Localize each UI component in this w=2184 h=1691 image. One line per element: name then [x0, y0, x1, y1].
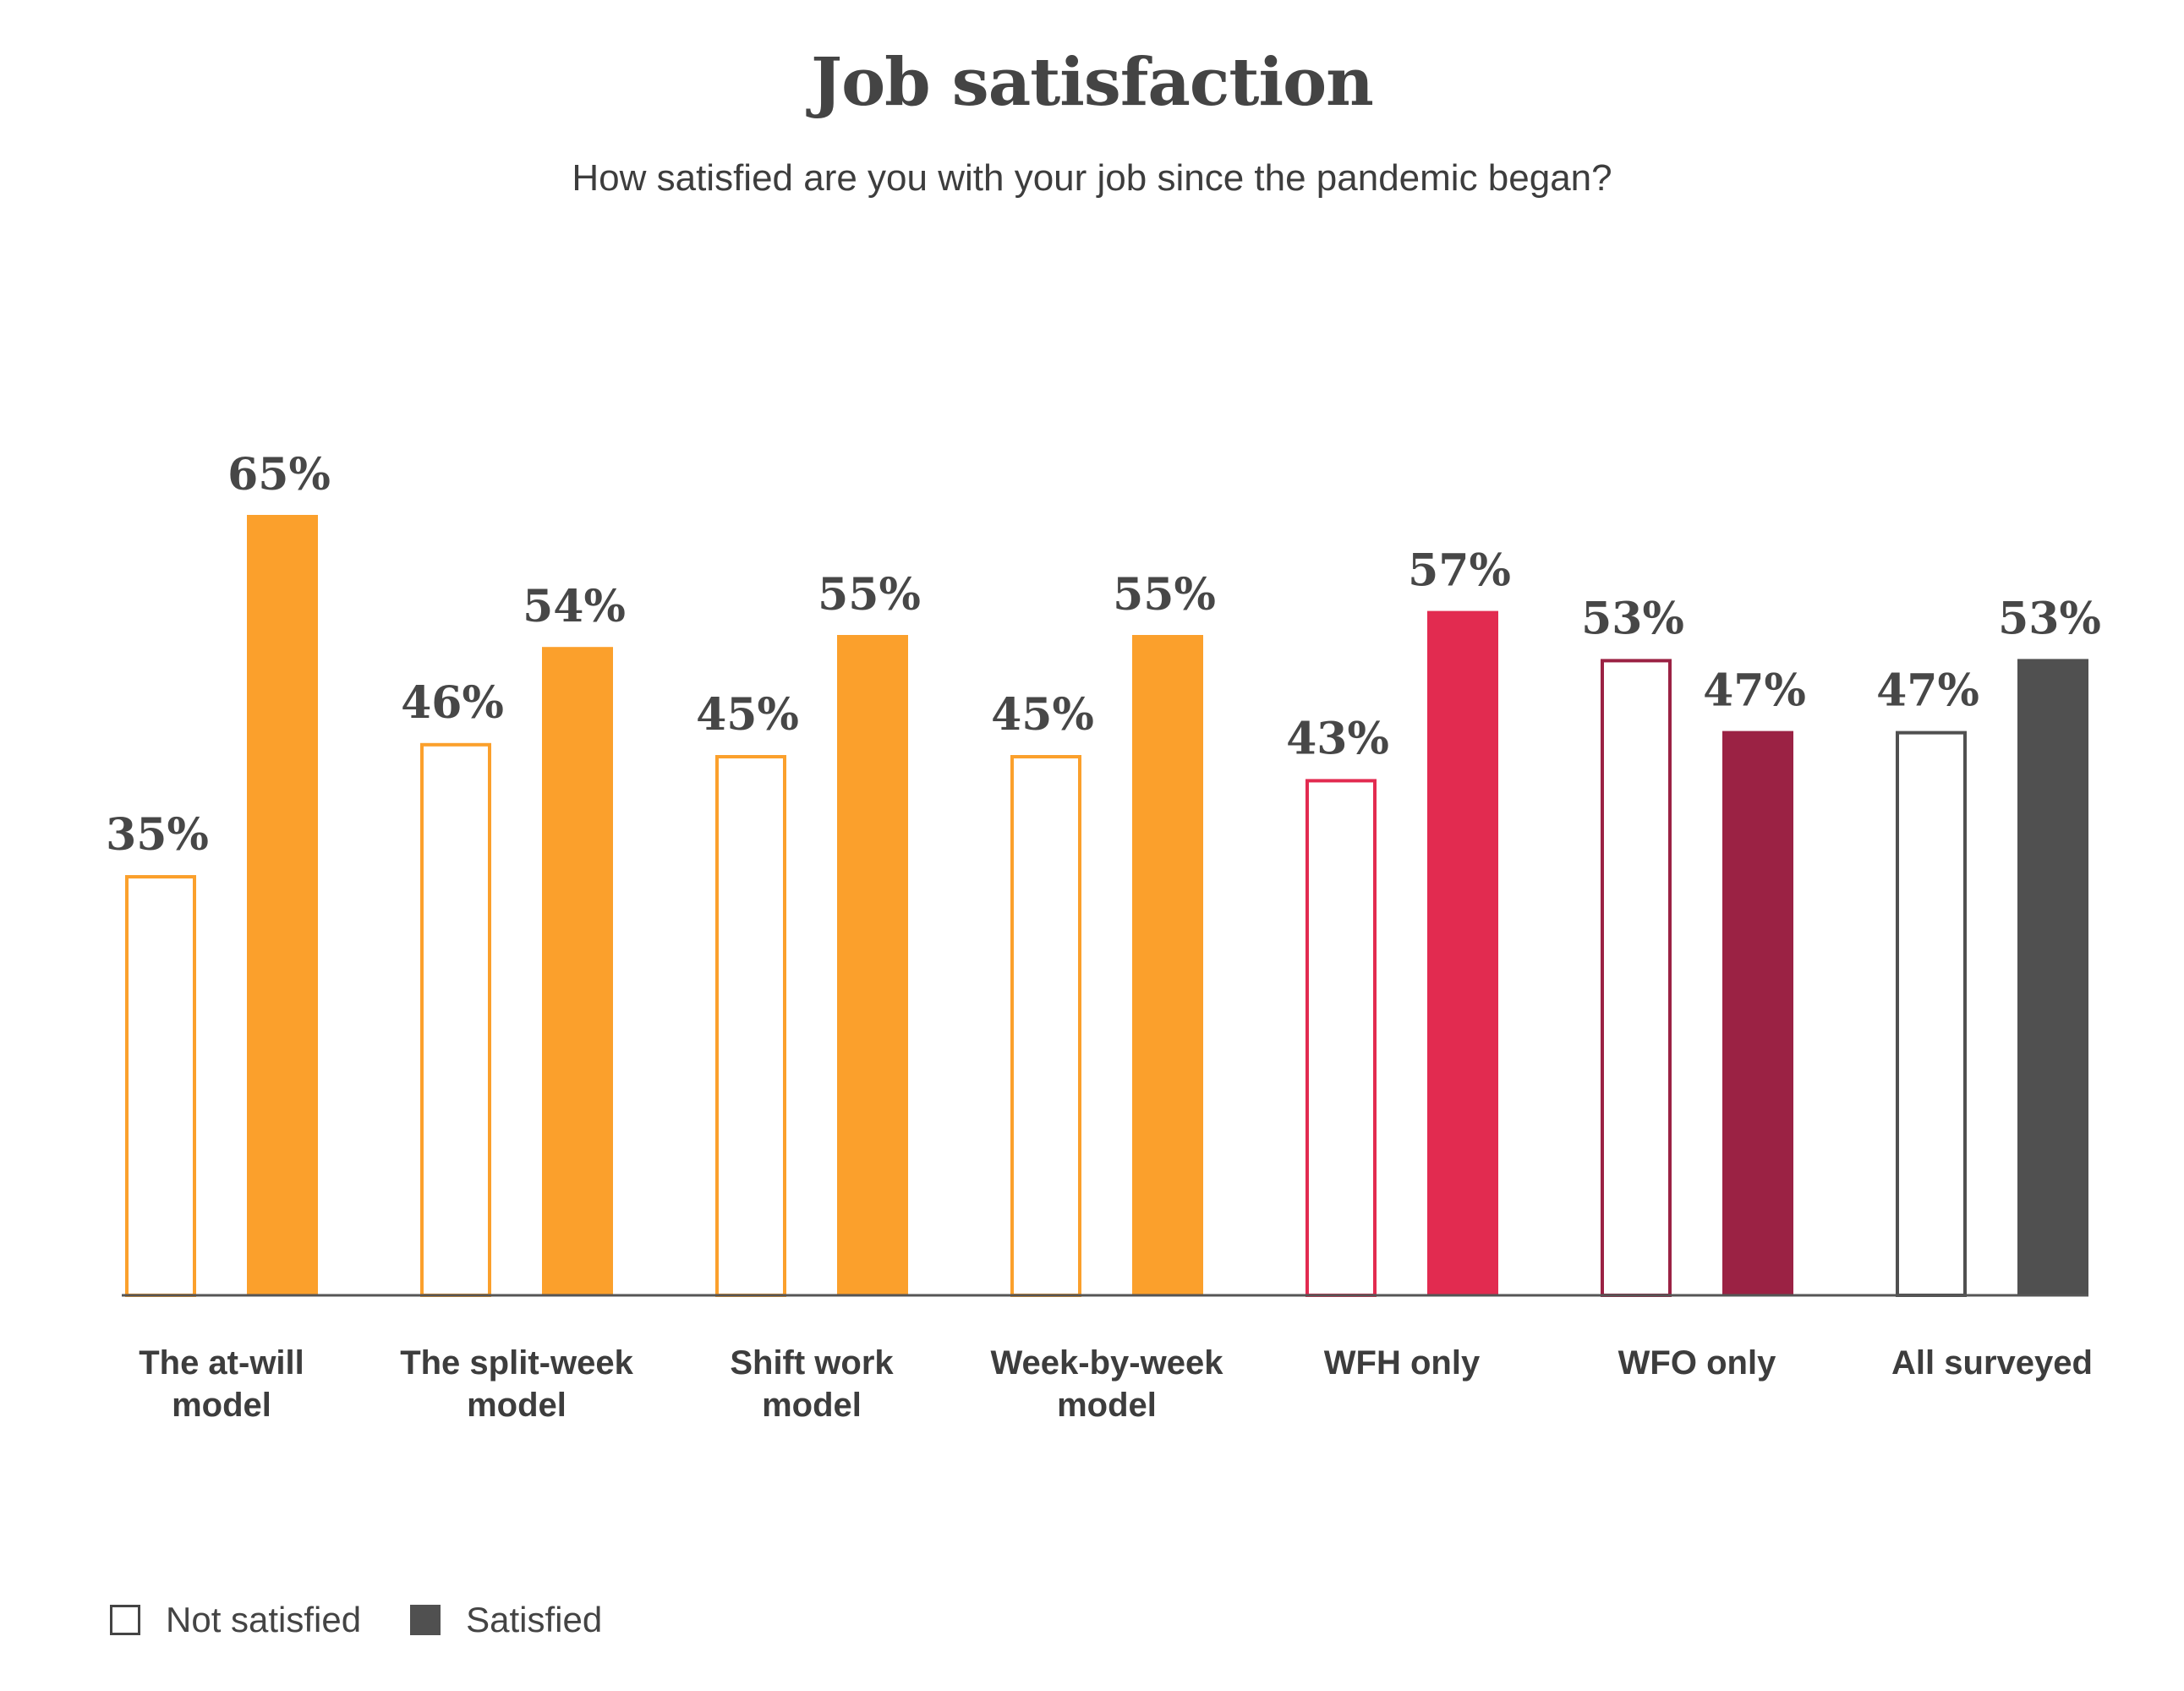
- data-label: 53%: [1998, 593, 2101, 644]
- legend-item-not-satisfied: Not satisfied: [110, 1600, 361, 1640]
- chart-title: Job satisfaction: [811, 44, 1374, 121]
- data-label: 45%: [991, 689, 1094, 741]
- bar-not-satisfied: [1896, 731, 1967, 1297]
- bar-not-satisfied: [1010, 755, 1081, 1297]
- data-label: 55%: [818, 569, 921, 621]
- data-label: 35%: [106, 809, 209, 861]
- data-label: 47%: [1703, 665, 1806, 717]
- data-label: 54%: [523, 581, 626, 632]
- category-label: All surveyed: [1891, 1344, 2093, 1382]
- chart-subtitle: How satisfied are you with your job sinc…: [572, 157, 1612, 199]
- bar-satisfied: [1132, 635, 1203, 1295]
- data-label: 57%: [1408, 545, 1511, 597]
- legend-item-satisfied: Satisfied: [410, 1600, 602, 1640]
- bar-chart: 35% 65% The at-will model 46% 54% The split-we…: [106, 449, 2101, 1424]
- category-label: Week-by-week model: [991, 1344, 1224, 1424]
- data-label: 53%: [1581, 593, 1684, 644]
- bar-not-satisfied: [420, 742, 491, 1297]
- data-label: 46%: [401, 677, 504, 729]
- category-label: WFH only: [1324, 1344, 1481, 1382]
- bar-satisfied: [247, 515, 318, 1295]
- chart-legend: Not satisfied Satisfied: [110, 1600, 651, 1640]
- data-label: 47%: [1876, 665, 1979, 717]
- legend-label-not-satisfied: Not satisfied: [166, 1600, 362, 1639]
- category-label: The split-week model: [400, 1344, 633, 1424]
- category-label: The at-will model: [139, 1344, 304, 1424]
- legend-swatch-not-satisfied: [110, 1605, 140, 1635]
- bar-not-satisfied: [1601, 659, 1672, 1297]
- bar-not-satisfied: [1305, 779, 1377, 1297]
- bar-satisfied: [2017, 659, 2088, 1295]
- category-label: WFO only: [1618, 1344, 1776, 1382]
- legend-swatch-satisfied: [410, 1605, 441, 1635]
- bar-satisfied: [1427, 610, 1498, 1295]
- bar-not-satisfied: [715, 755, 786, 1297]
- data-label: 65%: [227, 449, 331, 501]
- bar-satisfied: [1722, 731, 1793, 1295]
- data-label: 43%: [1286, 713, 1389, 764]
- bar-satisfied: [837, 635, 908, 1295]
- legend-label-satisfied: Satisfied: [466, 1600, 603, 1639]
- data-label: 45%: [696, 689, 799, 741]
- bar-satisfied: [542, 647, 613, 1295]
- data-label: 55%: [1113, 569, 1216, 621]
- category-label: Shift work model: [730, 1344, 894, 1424]
- bar-not-satisfied: [125, 875, 196, 1297]
